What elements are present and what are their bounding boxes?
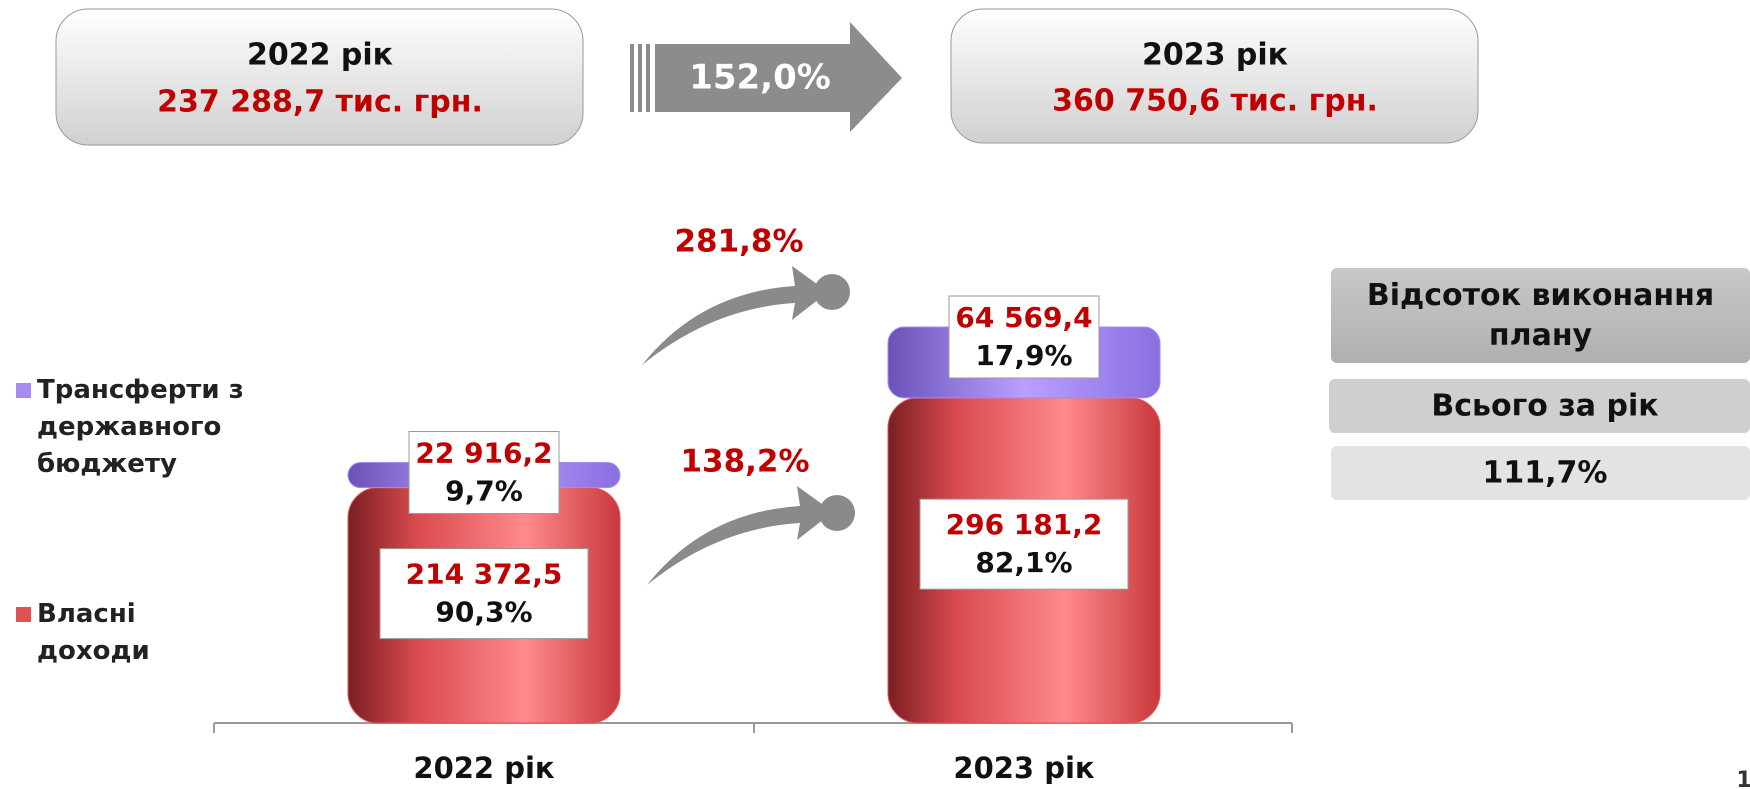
label-box <box>408 431 560 515</box>
panel-period: Всього за рік <box>1431 389 1658 424</box>
legend-label: Власні доходи <box>37 599 150 666</box>
header-box <box>950 8 1479 144</box>
legend-label: Трансферти з державного бюджету <box>37 375 244 479</box>
growth-label: 281,8% <box>674 224 803 260</box>
data-label: 22 916,2 <box>415 437 552 470</box>
legend-swatch <box>16 607 31 622</box>
label-box <box>379 548 589 640</box>
data-label: 64 569,4 <box>955 301 1092 334</box>
panel-box <box>1329 379 1750 433</box>
header-amount: 237 288,7 тис. грн. <box>157 85 483 120</box>
legend-item: Власні доходи <box>16 596 257 670</box>
share-label: 9,7% <box>445 475 523 508</box>
legend-swatch <box>16 383 31 398</box>
share-label: 90,3% <box>435 596 532 629</box>
header-box <box>55 8 584 146</box>
header-arrow <box>630 22 902 132</box>
header-year: 2023 рік <box>1142 38 1288 73</box>
panel-value: 111,7% <box>1483 456 1608 491</box>
data-label: 296 181,2 <box>946 508 1103 541</box>
panel-box <box>1331 446 1750 500</box>
label-box <box>948 295 1100 379</box>
panel-title: Відсоток виконання плану <box>1366 277 1715 353</box>
growth-total: 152,0% <box>689 58 831 98</box>
legend-item: Трансферти з державного бюджету <box>16 372 257 483</box>
x-tick-label: 2023 рік <box>953 751 1095 785</box>
panel-box <box>1331 268 1750 363</box>
x-tick-label: 2022 рік <box>413 751 555 785</box>
share-label: 17,9% <box>975 339 1072 372</box>
page-number: 1 <box>1736 768 1750 789</box>
header-year: 2022 рік <box>247 38 393 73</box>
label-box <box>919 498 1129 590</box>
share-label: 82,1% <box>975 546 1072 579</box>
header-amount: 360 750,6 тис. грн. <box>1052 84 1378 119</box>
data-label: 214 372,5 <box>406 558 563 591</box>
growth-label: 138,2% <box>680 444 809 480</box>
growth-arrow <box>642 266 855 585</box>
